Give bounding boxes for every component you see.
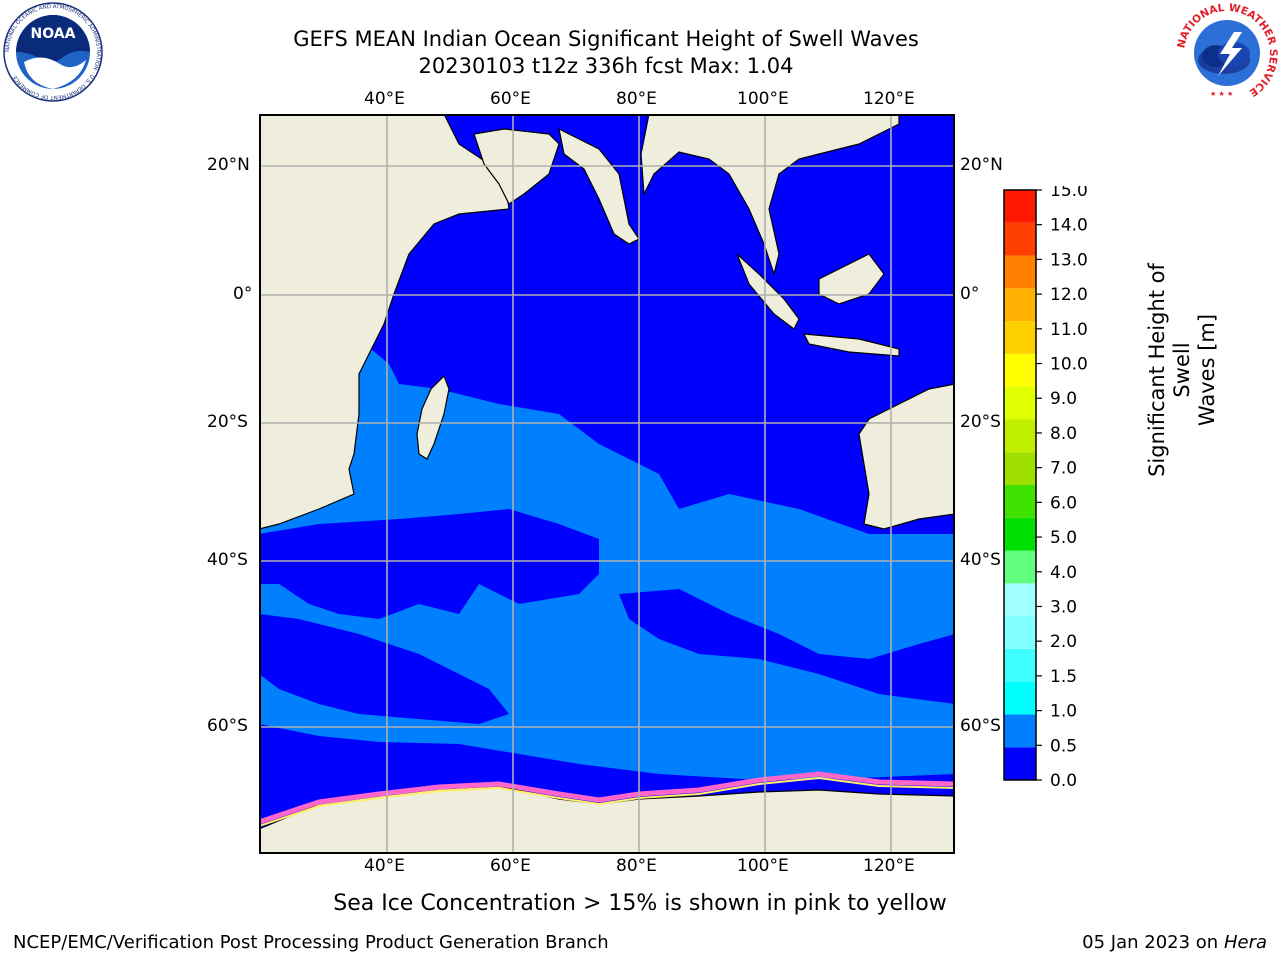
run-date-text: 05 Jan 2023 on: [1082, 932, 1224, 953]
lon-label-bottom-2: 60°E: [490, 856, 531, 876]
lat-label-left-1: 20°N: [207, 155, 250, 175]
lat-label-right-4: 40°S: [960, 550, 1001, 570]
lon-label-top-3: 80°E: [616, 89, 657, 109]
colorbar-tick-label: 15.0: [1050, 186, 1088, 201]
colorbar-bin-6: [1004, 550, 1036, 584]
colorbar-tick-label: 10.0: [1050, 355, 1088, 375]
colorbar-swatches: [1003, 189, 1037, 781]
colorbar: 0.0 0.5 1.0 1.5 2.0 3.0 4.0 5.0 6.0 7.0 8.0 9.0 10.0…: [1003, 186, 1088, 788]
colorbar-tick-labels: 0.0 0.5 1.0 1.5 2.0 3.0 4.0 5.0 6.0 7.0 8.0 9.0 10.0…: [1036, 186, 1088, 788]
svg-text:★ ★ ★: ★ ★ ★: [1210, 90, 1233, 98]
colorbar-bin-17: [1004, 190, 1036, 223]
colorbar-bin-2: [1004, 681, 1036, 715]
colorbar-label: Significant Height of Swell Waves [m]: [1145, 240, 1220, 500]
colorbar-tick-label: 11.0: [1050, 320, 1088, 340]
lon-label-top-2: 60°E: [490, 89, 531, 109]
nws-logo: NATIONAL WEATHER SERVICE ★ ★ ★: [1176, 2, 1278, 102]
lat-label-left-2: 0°: [233, 284, 253, 304]
lon-label-bottom-3: 80°E: [616, 856, 657, 876]
colorbar-frame: [1003, 189, 1037, 781]
sea-ice-edge: [259, 771, 955, 827]
colorbar-tick-label: 9.0: [1050, 389, 1077, 409]
colorbar-tick-label: 6.0: [1050, 493, 1077, 513]
land-masses: [259, 114, 955, 854]
map-title: GEFS MEAN Indian Ocean Significant Heigh…: [293, 27, 919, 51]
colorbar-bin-9: [1004, 452, 1036, 485]
lon-label-bottom-1: 40°E: [364, 856, 405, 876]
lat-label-right-1: 20°N: [960, 155, 1003, 175]
colorbar-tick-label: 5.0: [1050, 528, 1077, 548]
map-subtitle: 20230103 t12z 336h fcst Max: 1.04: [418, 54, 794, 78]
lat-label-right-3: 20°S: [960, 412, 1001, 432]
colorbar-bin-12: [1004, 353, 1036, 387]
noaa-logo: NATIONAL OCEANIC AND ATMOSPHERIC ADMINIS…: [3, 2, 103, 102]
colorbar-bin-16: [1004, 222, 1036, 256]
colorbar-tick-label: 2.0: [1050, 632, 1077, 652]
colorbar-tick-label: 8.0: [1050, 424, 1077, 444]
colorbar-bin-3: [1004, 648, 1036, 682]
ocean-map: [259, 114, 955, 854]
colorbar-bin-13: [1004, 321, 1036, 354]
lon-label-top-4: 100°E: [737, 89, 789, 109]
branch-credit: NCEP/EMC/Verification Post Processing Pr…: [13, 932, 609, 953]
lat-label-left-5: 60°S: [207, 716, 248, 736]
lat-label-right-5: 60°S: [960, 716, 1001, 736]
lat-label-left-3: 20°S: [207, 412, 248, 432]
colorbar-bin-1: [1004, 714, 1036, 748]
lon-label-top-1: 40°E: [364, 89, 405, 109]
lon-label-bottom-4: 100°E: [737, 856, 789, 876]
colorbar-bin-5: [1004, 583, 1036, 617]
lon-label-top-5: 120°E: [863, 89, 915, 109]
colorbar-tick-label: 4.0: [1050, 563, 1077, 583]
colorbar-bin-11: [1004, 386, 1036, 420]
colorbar-tick-label: 1.0: [1050, 702, 1077, 722]
noaa-logo-text: NOAA: [31, 26, 76, 42]
colorbar-tick-label: 14.0: [1050, 216, 1088, 236]
colorbar-tick-label: 0.5: [1050, 736, 1077, 756]
colorbar-bin-4: [1004, 616, 1036, 649]
colorbar-label-line1: Significant Height of Swell: [1145, 263, 1194, 477]
map-frame: [259, 114, 955, 854]
colorbar-tick-label: 1.5: [1050, 667, 1077, 687]
colorbar-tick-label: 0.0: [1050, 771, 1077, 788]
colorbar-label-line2: Waves [m]: [1195, 313, 1219, 427]
sea-ice-note: Sea Ice Concentration > 15% is shown in …: [333, 891, 947, 916]
lon-label-bottom-5: 120°E: [863, 856, 915, 876]
colorbar-tick-label: 7.0: [1050, 459, 1077, 479]
lat-label-right-2: 0°: [960, 284, 980, 304]
colorbar-bin-8: [1004, 485, 1036, 518]
graticule: [259, 114, 955, 854]
colorbar-tick-label: 12.0: [1050, 285, 1088, 305]
host-name: Hera: [1223, 932, 1267, 953]
colorbar-bin-10: [1004, 419, 1036, 453]
lat-label-left-4: 40°S: [207, 550, 248, 570]
colorbar-bin-15: [1004, 255, 1036, 289]
colorbar-bin-14: [1004, 288, 1036, 322]
colorbar-tick-label: 13.0: [1050, 250, 1088, 270]
colorbar-bin-7: [1004, 517, 1036, 551]
run-date: 05 Jan 2023 on Hera: [1082, 932, 1267, 953]
colorbar-bin-0: [1004, 747, 1036, 780]
colorbar-tick-label: 3.0: [1050, 597, 1077, 617]
